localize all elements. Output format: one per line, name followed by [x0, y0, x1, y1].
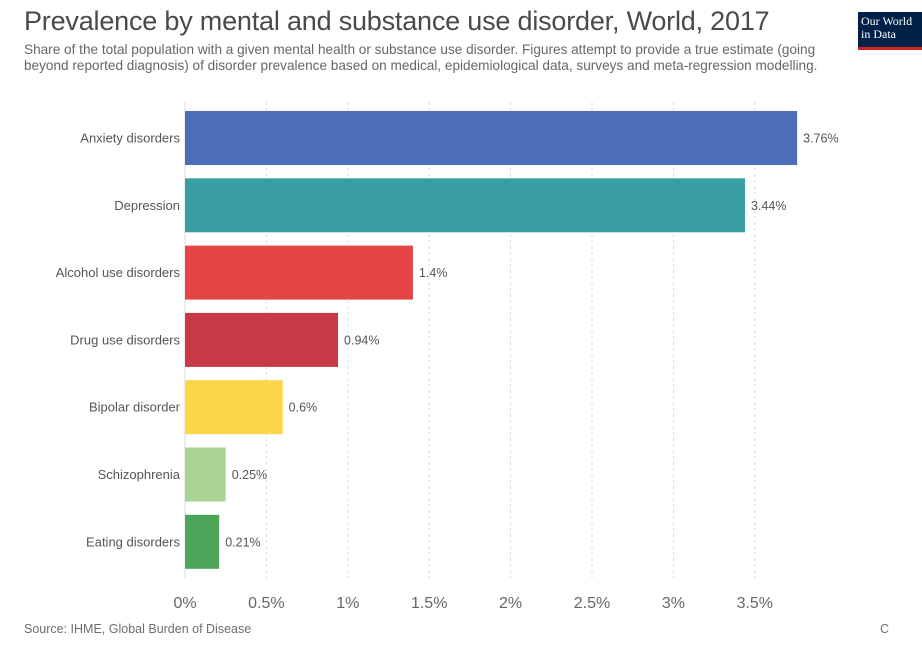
category-label: Schizophrenia	[98, 467, 181, 482]
value-label: 0.94%	[344, 333, 379, 347]
value-label: 1.4%	[419, 266, 448, 280]
value-label: 0.25%	[232, 468, 267, 482]
value-label: 0.6%	[289, 401, 318, 415]
category-label: Alcohol use disorders	[56, 265, 181, 280]
x-tick-label: 1.5%	[411, 595, 447, 612]
x-tick-label: 3%	[662, 595, 685, 612]
bar[interactable]	[185, 447, 226, 502]
x-tick-label: 3.5%	[737, 595, 773, 612]
bar[interactable]	[185, 111, 798, 165]
owid-logo-accent-bar	[858, 47, 922, 50]
category-label: Depression	[114, 198, 180, 213]
value-label: 0.21%	[225, 535, 260, 549]
category-label: Bipolar disorder	[89, 400, 181, 415]
x-tick-label: 0%	[173, 595, 196, 612]
bar[interactable]	[185, 245, 413, 300]
x-tick-label: 2.5%	[574, 595, 610, 612]
owid-logo[interactable]: Our World in Data	[858, 12, 922, 50]
x-tick-label: 1%	[336, 595, 359, 612]
category-label: Anxiety disorders	[80, 131, 180, 146]
category-label: Eating disorders	[86, 534, 180, 549]
bar[interactable]	[185, 380, 283, 435]
owid-logo-text: Our World in Data	[861, 14, 913, 41]
category-label: Drug use disorders	[70, 332, 180, 347]
bar[interactable]	[185, 514, 220, 569]
chart-subtitle: Share of the total population with a giv…	[24, 42, 818, 73]
source-note[interactable]: Source: IHME, Global Burden of Disease	[24, 622, 252, 636]
chart-title: Prevalence by mental and substance use d…	[24, 6, 770, 36]
bar[interactable]	[185, 178, 746, 233]
bar[interactable]	[185, 312, 339, 367]
x-tick-label: 2%	[499, 595, 522, 612]
corner-text: C	[880, 622, 890, 636]
value-label: 3.44%	[751, 199, 786, 213]
value-label: 3.76%	[803, 132, 838, 146]
x-tick-label: 0.5%	[248, 595, 284, 612]
